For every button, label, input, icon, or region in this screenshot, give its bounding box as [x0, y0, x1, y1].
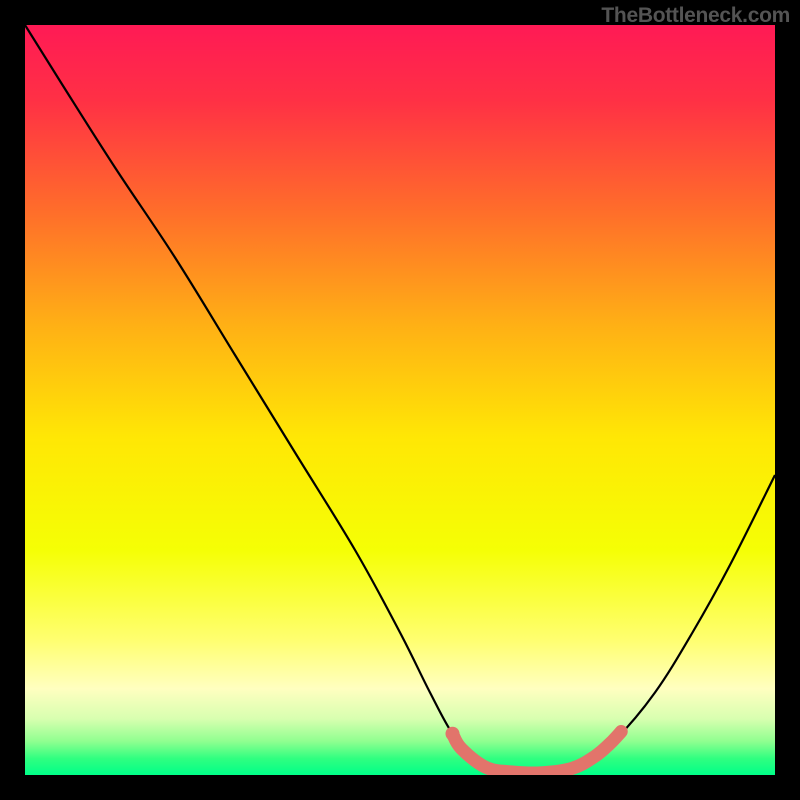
chart-container: TheBottleneck.com — [0, 0, 800, 800]
highlight-start-dot — [446, 727, 460, 741]
watermark-text: TheBottleneck.com — [601, 4, 790, 28]
chart-svg — [25, 25, 775, 775]
plot-area — [25, 25, 775, 775]
